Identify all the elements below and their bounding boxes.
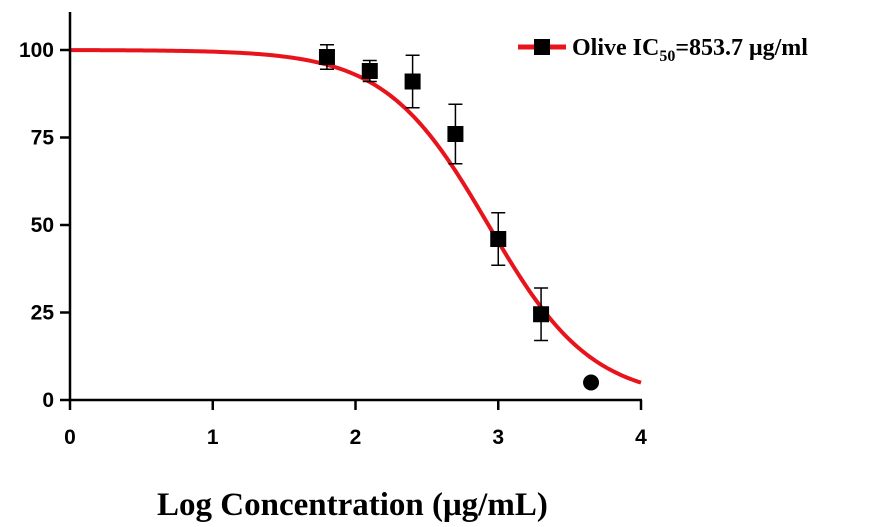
x-tick-label: 4 (635, 426, 647, 449)
legend-label-subscript: 50 (659, 48, 675, 65)
data-point (318, 49, 335, 65)
fit-curve (70, 48, 642, 385)
y-tick-label: 75 (31, 127, 55, 150)
y-ticks: 0 25 50 75 100 (19, 39, 70, 412)
legend-label: Olive IC50=853.7 μg/ml (572, 35, 808, 65)
data-point (533, 306, 550, 323)
data-point (361, 63, 378, 79)
data-point (447, 126, 464, 142)
legend-marker-square (534, 39, 550, 55)
legend-label-prefix: Olive IC (572, 35, 659, 61)
y-tick-label: 100 (19, 39, 54, 62)
y-tick-label: 0 (42, 389, 54, 412)
fit-curve-layer (70, 48, 642, 385)
x-ticks: 0 1 2 3 4 (64, 400, 647, 449)
x-tick-label: 3 (492, 426, 504, 449)
legend-label-suffix: =853.7 μg/ml (675, 35, 808, 61)
legend: Olive IC50=853.7 μg/ml (518, 35, 808, 65)
data-points (318, 49, 600, 391)
data-point (490, 231, 507, 247)
axes (68, 12, 642, 402)
x-axis-label: Log Concentration (μg/mL) (157, 487, 548, 523)
data-point (404, 73, 421, 90)
data-point-circle (583, 374, 600, 391)
y-tick-label: 25 (31, 302, 55, 325)
x-tick-label: 0 (64, 426, 76, 449)
error-bars (319, 44, 549, 342)
x-tick-label: 1 (207, 426, 219, 449)
x-tick-label: 2 (350, 426, 362, 449)
y-tick-label: 50 (31, 214, 54, 237)
